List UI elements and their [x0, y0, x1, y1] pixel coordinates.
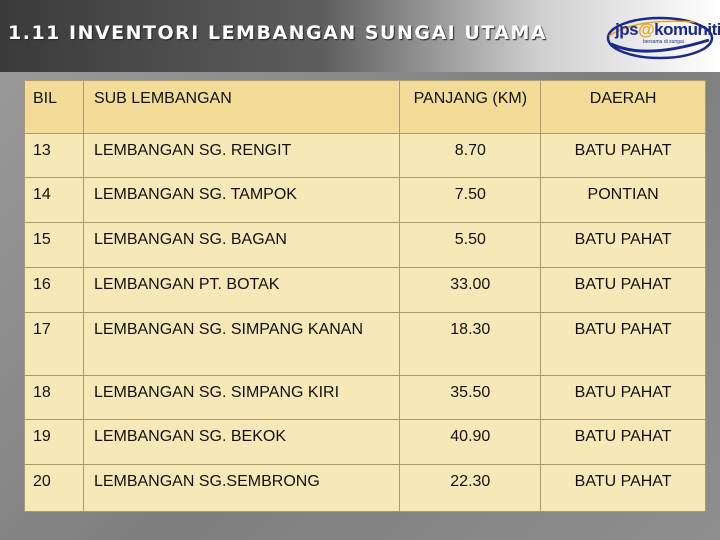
cell-daerah: BATU PAHAT	[540, 419, 706, 465]
cell-daerah: BATU PAHAT	[540, 312, 706, 376]
cell-daerah: BATU PAHAT	[540, 267, 706, 313]
cell-bil: 19	[24, 419, 84, 465]
title-bar: 1.11 INVENTORI LEMBANGAN SUNGAI UTAMA jp…	[0, 0, 720, 72]
cell-sub-lembangan: LEMBANGAN SG. RENGIT	[82, 133, 401, 178]
header-daerah: DAERAH	[540, 80, 706, 134]
inventory-table: BIL SUB LEMBANGAN PANJANG (KM) DAERAH 13…	[24, 80, 706, 512]
table-header-row: BIL SUB LEMBANGAN PANJANG (KM) DAERAH	[24, 80, 706, 134]
cell-sub-lembangan: LEMBANGAN SG. BEKOK	[82, 419, 401, 465]
cell-panjang: 33.00	[399, 267, 542, 313]
cell-daerah: BATU PAHAT	[540, 133, 706, 178]
cell-sub-lembangan: LEMBANGAN SG. SIMPANG KANAN	[82, 312, 401, 376]
cell-daerah: BATU PAHAT	[540, 222, 706, 268]
cell-bil: 17	[24, 312, 84, 376]
cell-bil: 16	[24, 267, 84, 313]
logo-tagline: bersama di sungai	[643, 39, 684, 45]
table-row: 18 LEMBANGAN SG. SIMPANG KIRI 35.50 BATU PA…	[24, 375, 706, 420]
cell-panjang: 40.90	[399, 419, 542, 465]
cell-panjang: 22.30	[399, 464, 542, 512]
cell-sub-lembangan: LEMBANGAN SG. SIMPANG KIRI	[82, 375, 401, 420]
header-sub-lembangan: SUB LEMBANGAN	[82, 80, 401, 134]
cell-bil: 20	[24, 464, 84, 512]
table-row: 16 LEMBANGAN PT. BOTAK 33.00 BATU PAHAT	[24, 267, 706, 313]
cell-daerah: BATU PAHAT	[540, 464, 706, 512]
table-row: 20 LEMBANGAN SG.SEMBRONG 22.30 BATU PAHAT	[24, 464, 706, 512]
header-bil: BIL	[24, 80, 84, 134]
cell-panjang: 35.50	[399, 375, 542, 420]
table-row: 17 LEMBANGAN SG. SIMPANG KANAN 18.30 BATU P…	[24, 312, 706, 376]
table-row: 13 LEMBANGAN SG. RENGIT 8.70 BATU PAHAT	[24, 133, 706, 178]
table-row: 14 LEMBANGAN SG. TAMPOK 7.50 PONTIAN	[24, 177, 706, 223]
cell-bil: 13	[24, 133, 84, 178]
logo-wordmark: jps@komuniti	[615, 20, 720, 39]
cell-panjang: 18.30	[399, 312, 542, 376]
cell-bil: 18	[24, 375, 84, 420]
header-panjang: PANJANG (KM)	[399, 80, 542, 134]
table-row: 19 LEMBANGAN SG. BEKOK 40.90 BATU PAHAT	[24, 419, 706, 465]
cell-daerah: PONTIAN	[540, 177, 706, 223]
table-row: 15 LEMBANGAN SG. BAGAN 5.50 BATU PAHAT	[24, 222, 706, 268]
cell-sub-lembangan: LEMBANGAN SG.SEMBRONG	[82, 464, 401, 512]
cell-panjang: 5.50	[399, 222, 542, 268]
cell-bil: 14	[24, 177, 84, 223]
jps-komuniti-logo: jps@komuniti bersama di sungai	[605, 14, 720, 62]
cell-sub-lembangan: LEMBANGAN SG. TAMPOK	[82, 177, 401, 223]
cell-panjang: 8.70	[399, 133, 542, 178]
cell-sub-lembangan: LEMBANGAN PT. BOTAK	[82, 267, 401, 313]
page-title: 1.11 INVENTORI LEMBANGAN SUNGAI UTAMA	[8, 22, 548, 44]
cell-sub-lembangan: LEMBANGAN SG. BAGAN	[82, 222, 401, 268]
cell-daerah: BATU PAHAT	[540, 375, 706, 420]
cell-bil: 15	[24, 222, 84, 268]
cell-panjang: 7.50	[399, 177, 542, 223]
logo-swoosh-icon	[606, 16, 714, 60]
